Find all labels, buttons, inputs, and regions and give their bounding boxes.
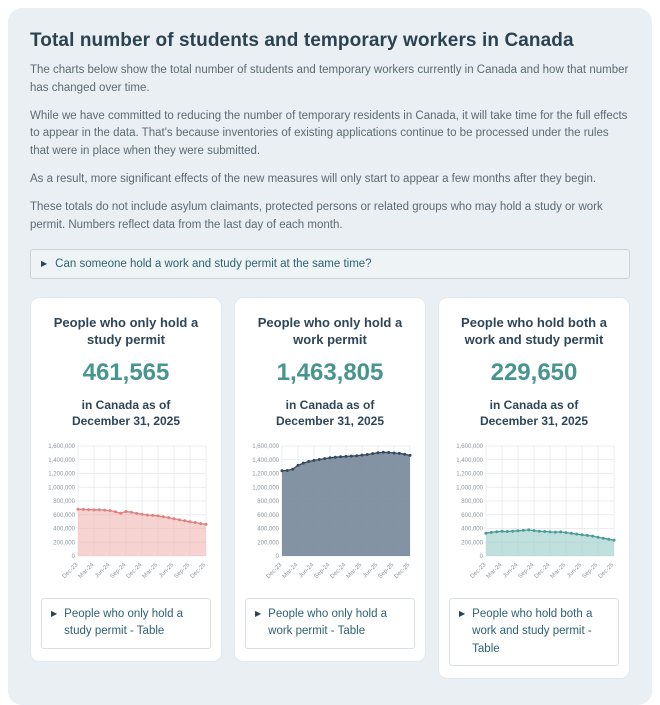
exclusions-paragraph: These totals do not include asylum claim… [30,200,603,231]
expander-arrow-icon: ▶ [255,609,262,619]
svg-text:1,000,000: 1,000,000 [252,485,279,491]
svg-text:800,000: 800,000 [257,499,279,505]
both-permits-subtitle: in Canada as of December 31, 2025 [479,397,589,429]
svg-text:Dec-24: Dec-24 [329,562,347,580]
svg-text:400,000: 400,000 [257,527,279,533]
svg-text:Mar-25: Mar-25 [346,562,364,580]
svg-text:800,000: 800,000 [53,499,75,505]
svg-text:Mar-24: Mar-24 [486,562,504,580]
study-permit-table-label: People who only hold a study permit - Ta… [64,608,184,638]
work-permit-chart: 0 200,000 400,000 600,000 800,000 1,000,000 1,… [245,438,415,592]
work-permit-subtitle: in Canada as of December 31, 2025 [275,397,385,429]
svg-text:1,400,000: 1,400,000 [456,458,483,464]
svg-text:200,000: 200,000 [461,540,483,546]
svg-text:0: 0 [72,554,76,560]
svg-text:1,000,000: 1,000,000 [456,485,483,491]
stat-cards-row: People who only hold a study permit 461,… [30,296,630,679]
work-permit-table-expander[interactable]: ▶ People who only hold a work permit - T… [245,598,415,649]
svg-text:1,600,000: 1,600,000 [252,444,279,450]
both-permits-chart: 0 200,000 400,000 600,000 800,000 1,000,000 1,… [449,438,619,592]
svg-text:200,000: 200,000 [257,540,279,546]
svg-text:Dec-23: Dec-23 [61,562,79,580]
expander-arrow-icon: ▶ [459,609,466,619]
both-permits-table-expander[interactable]: ▶ People who hold both a work and study … [449,598,619,666]
svg-text:Dec-23: Dec-23 [469,562,487,580]
study-permit-card: People who only hold a study permit 461,… [30,296,222,662]
svg-text:Mar-25: Mar-25 [550,562,568,580]
svg-text:1,000,000: 1,000,000 [48,485,75,491]
svg-text:1,200,000: 1,200,000 [48,472,75,478]
svg-text:Sep-24: Sep-24 [517,562,535,580]
effects-paragraph: As a result, more significant effects of… [30,173,597,186]
svg-text:600,000: 600,000 [53,513,75,519]
commitment-paragraph: While we have committed to reducing the … [30,109,628,158]
svg-text:Mar-24: Mar-24 [282,562,300,580]
svg-text:Mar-24: Mar-24 [78,562,96,580]
svg-text:Dec-25: Dec-25 [393,562,411,580]
intro-paragraph: The charts below show the total number o… [30,64,629,94]
work-permit-card: People who only hold a work permit 1,463… [234,296,426,662]
study-permit-subtitle: in Canada as of December 31, 2025 [71,397,181,429]
svg-text:Dec-25: Dec-25 [597,562,615,580]
study-permit-table-expander[interactable]: ▶ People who only hold a study permit - … [41,598,211,649]
svg-text:0: 0 [276,554,280,560]
svg-text:1,600,000: 1,600,000 [456,444,483,450]
svg-text:800,000: 800,000 [461,499,483,505]
svg-text:Sep-25: Sep-25 [377,562,395,580]
svg-text:1,600,000: 1,600,000 [48,444,75,450]
svg-text:1,200,000: 1,200,000 [456,472,483,478]
svg-text:Dec-24: Dec-24 [533,562,551,580]
svg-text:Dec-25: Dec-25 [189,562,207,580]
svg-text:Sep-24: Sep-24 [109,562,127,580]
svg-text:Sep-25: Sep-25 [173,562,191,580]
faq-expander[interactable]: ▶ Can someone hold a work and study perm… [30,248,630,279]
faq-expander-label: Can someone hold a work and study permit… [55,257,372,270]
svg-text:Dec-24: Dec-24 [125,562,143,580]
study-permit-count: 461,565 [82,358,170,386]
both-permits-count: 229,650 [490,358,578,386]
svg-text:Sep-24: Sep-24 [313,562,331,580]
svg-text:Mar-25: Mar-25 [142,562,160,580]
both-permits-card-title: People who hold both a work and study pe… [461,314,607,348]
study-permit-chart: 0 200,000 400,000 600,000 800,000 1,000,000 1,… [41,438,211,592]
page-title: Total number of students and temporary w… [30,30,574,51]
svg-text:1,400,000: 1,400,000 [48,458,75,464]
svg-text:400,000: 400,000 [53,527,75,533]
work-permit-card-title: People who only hold a work permit [257,314,403,348]
svg-text:400,000: 400,000 [461,527,483,533]
svg-text:1,200,000: 1,200,000 [252,472,279,478]
work-permit-table-label: People who only hold a work permit - Tab… [268,608,388,638]
study-permit-card-title: People who only hold a study permit [53,314,199,348]
expander-arrow-icon: ▶ [41,258,48,268]
svg-text:Sep-25: Sep-25 [581,562,599,580]
work-permit-count: 1,463,805 [276,358,384,386]
svg-text:0: 0 [480,554,484,560]
expander-arrow-icon: ▶ [51,609,58,619]
main-panel: Total number of students and temporary w… [8,8,652,705]
svg-text:1,400,000: 1,400,000 [252,458,279,464]
svg-text:Dec-23: Dec-23 [265,562,283,580]
svg-text:200,000: 200,000 [53,540,75,546]
both-permits-card: People who hold both a work and study pe… [438,296,630,679]
both-permits-table-label: People who hold both a work and study pe… [472,608,593,655]
svg-text:600,000: 600,000 [257,513,279,519]
svg-text:600,000: 600,000 [461,513,483,519]
